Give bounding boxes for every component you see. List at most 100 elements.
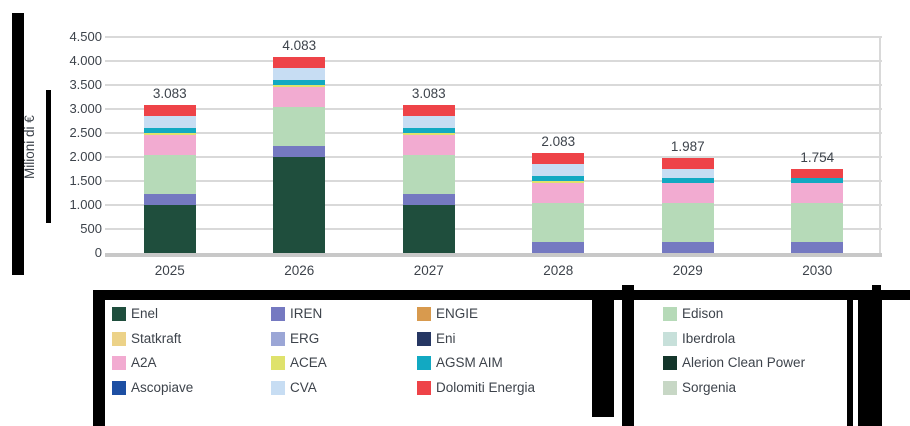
bar-segment-a2a [273, 87, 326, 107]
gridline [105, 156, 882, 158]
legend-swatch-enel [112, 307, 126, 321]
legend-label: Eni [436, 331, 456, 346]
plot-right-border [879, 37, 881, 253]
x-tick-label: 2028 [543, 263, 574, 278]
legend-swatch-dolomiti-energia [417, 381, 431, 395]
bar-segment-a2a [791, 183, 844, 203]
legend-swatch-edison [663, 307, 677, 321]
legend-label: Dolomiti Energia [436, 380, 536, 395]
legend-swatch-iberdrola [663, 332, 677, 346]
gridline [105, 108, 882, 110]
bar-segment-a2a [532, 183, 585, 203]
legend-label: Sorgenia [682, 380, 737, 395]
legend: Enel Statkraft A2A Ascopiave IREN ERG ACEA CVA E… [0, 280, 910, 426]
bar-segment-a2a [402, 135, 455, 155]
bar-segment-iren [532, 241, 585, 253]
gridline [105, 180, 882, 182]
gridline [105, 60, 882, 62]
gridline [105, 228, 882, 230]
legend-label: AGSM AIM [436, 355, 503, 370]
legend-label: Statkraft [131, 331, 182, 346]
gridline [105, 84, 882, 86]
bar-segment-edison [791, 202, 844, 242]
bar-segment-dolomiti-energia [273, 57, 326, 69]
y-tick-label: 3.000 [69, 101, 102, 116]
bar-segment-enel [402, 205, 455, 253]
legend-swatch-erg [271, 332, 285, 346]
bar-segment-agsm-aim [532, 175, 585, 181]
bar-segment-iren [661, 241, 714, 253]
gridline [105, 204, 882, 206]
bar-segment-agsm-aim [791, 178, 844, 184]
bar-segment-edison [273, 106, 326, 146]
legend-label: Edison [682, 306, 724, 321]
x-tick-label: 2027 [413, 263, 444, 278]
y-tick-label: 1.500 [69, 173, 102, 188]
y-tick-label: 0 [94, 245, 102, 260]
legend-swatch-eni [417, 332, 431, 346]
plot-area: 0 500 1.000 1.500 2.000 2.500 3.000 3.500 4.000 4… [69, 29, 882, 278]
y-tick-label: 1.000 [69, 197, 102, 212]
bar-segment-enel [143, 205, 196, 253]
bar-segment-cva [273, 68, 326, 80]
bar-segment-enel [273, 157, 326, 253]
x-tick-label: 2025 [154, 263, 185, 278]
bar-segment-edison [532, 202, 585, 242]
legend-swatch-agsm-aim [417, 356, 431, 370]
y-tick-label: 4.500 [69, 29, 102, 44]
legend-swatch-cva [271, 381, 285, 395]
bar-segment-agsm-aim [402, 127, 455, 133]
bar-segment-iren [402, 193, 455, 205]
legend-label: Enel [131, 306, 159, 321]
legend-label: Alerion Clean Power [682, 355, 806, 370]
bar-segment-iren [143, 193, 196, 205]
bar-segment-iren [791, 241, 844, 253]
legend-label: ACEA [290, 355, 327, 370]
bar-segment-cva [402, 116, 455, 128]
bar-total-label: 4.083 [282, 38, 317, 54]
legend-label: Ascopiave [131, 380, 194, 395]
bar-segment-dolomiti-energia [402, 105, 455, 117]
bar-segment-agsm-aim [661, 178, 714, 184]
bar-total-label: 1.754 [800, 149, 835, 165]
y-tick-label: 4.000 [69, 53, 102, 68]
legend-right-bar-wide [858, 300, 882, 426]
legend-swatch-sorgenia [663, 381, 677, 395]
legend-label: A2A [131, 355, 157, 370]
bar-segment-edison [143, 154, 196, 194]
bar-segment-dolomiti-energia [791, 168, 844, 179]
x-axis-baseline [105, 253, 882, 257]
y-axis-accent-bar [46, 90, 51, 223]
legend-divider-bar-1 [592, 300, 614, 417]
bar-segment-cva [661, 168, 714, 179]
bar-segment-acea [532, 181, 585, 184]
legend-label: ERG [290, 331, 320, 346]
legend-swatch-alerion-clean-power [663, 356, 677, 370]
bar-segment-acea [402, 133, 455, 136]
bar-total-label: 3.083 [411, 86, 446, 102]
x-tick-label: 2026 [284, 263, 315, 278]
legend-swatch-engie [417, 307, 431, 321]
bar-total-label: 3.083 [152, 86, 187, 102]
bar-segment-dolomiti-energia [143, 105, 196, 117]
legend-swatch-ascopiave [112, 381, 126, 395]
x-tick-label: 2030 [802, 263, 833, 278]
bar-segment-edison [661, 202, 714, 242]
legend-label: IREN [290, 306, 323, 321]
bar-segment-acea [273, 85, 326, 88]
y-axis-title: Milioni di € [22, 115, 37, 179]
y-tick-label: 2.000 [69, 149, 102, 164]
legend-divider-bar-2 [622, 285, 634, 426]
bar-segment-agsm-aim [143, 127, 196, 133]
gridline [105, 36, 882, 38]
legend-right-bar-nub [872, 285, 881, 300]
x-tick-label: 2029 [672, 263, 703, 278]
bar-total-label: 2.083 [541, 134, 576, 150]
legend-label: Iberdrola [682, 331, 736, 346]
legend-swatch-statkraft [112, 332, 126, 346]
y-tick-label: 2.500 [69, 125, 102, 140]
legend-frame-top-bar [93, 290, 910, 300]
bar-segment-iren [273, 145, 326, 157]
bar-segment-acea [143, 133, 196, 136]
